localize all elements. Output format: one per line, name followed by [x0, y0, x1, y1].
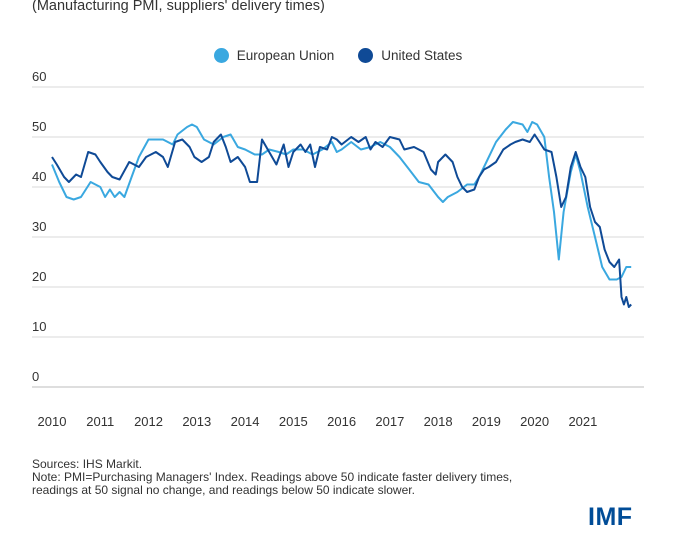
note-line-1: Note: PMI=Purchasing Managers' Index. Re…: [32, 470, 513, 484]
chart-subtitle: (Manufacturing PMI, suppliers' delivery …: [32, 0, 325, 14]
y-tick-label-10: 10: [32, 319, 46, 334]
legend-label-us: United States: [381, 48, 463, 63]
legend-label-eu: European Union: [236, 48, 335, 63]
series-line-united-states: [51, 133, 632, 308]
x-tick-label-2010: 2010: [38, 414, 67, 429]
x-tick-label-2019: 2019: [472, 414, 501, 429]
x-tick-label-2021: 2021: [568, 414, 597, 429]
x-tick-label-2015: 2015: [279, 414, 308, 429]
legend-item-us: United States: [358, 48, 462, 63]
legend-swatch-us: [358, 48, 374, 63]
note-line-2: readings at 50 signal no change, and rea…: [32, 483, 415, 497]
x-tick-label-2020: 2020: [520, 414, 549, 429]
line-chart: 0 10 20 30 40 50 60 2010 2011 2012 2013 2014 2015 201…: [32, 69, 644, 429]
chart-legend: European Union United States: [0, 48, 676, 63]
y-tick-label-0: 0: [32, 369, 39, 384]
chart-notes: Sources: IHS Markit. Note: PMI=Purchasin…: [32, 458, 512, 497]
x-tick-label-2012: 2012: [134, 414, 163, 429]
imf-logo: IMF: [588, 503, 633, 531]
y-tick-label-60: 60: [32, 69, 46, 84]
legend-item-eu: European Union: [213, 48, 335, 63]
x-tick-label-2013: 2013: [182, 414, 211, 429]
y-tick-label-40: 40: [32, 169, 46, 184]
x-tick-label-2018: 2018: [424, 414, 453, 429]
x-tick-label-2011: 2011: [86, 414, 114, 429]
y-tick-label-20: 20: [32, 269, 46, 284]
y-tick-label-30: 30: [32, 219, 46, 234]
x-tick-label-2016: 2016: [327, 414, 356, 429]
x-tick-label-2014: 2014: [231, 414, 260, 429]
legend-swatch-eu: [213, 48, 229, 63]
y-tick-label-50: 50: [32, 119, 46, 134]
sources-text: Sources: IHS Markit.: [32, 457, 143, 471]
x-tick-label-2017: 2017: [375, 414, 404, 429]
series-line-european-union: [51, 121, 632, 281]
